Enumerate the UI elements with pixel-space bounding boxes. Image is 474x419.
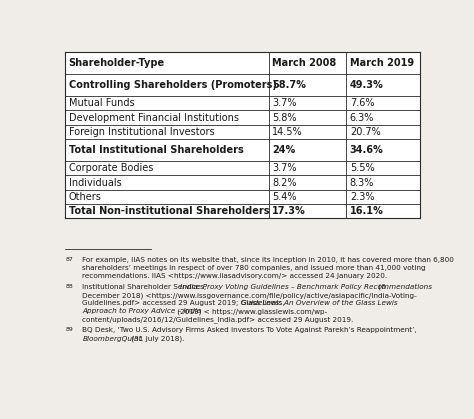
Text: 5.5%: 5.5% (350, 163, 374, 173)
Text: BloombergQuint: BloombergQuint (82, 336, 142, 341)
Text: content/uploads/2016/12/Guidelines_India.pdf> accessed 29 August 2019.: content/uploads/2016/12/Guidelines_India… (82, 316, 354, 323)
Text: India: Proxy Voting Guidelines – Benchmark Policy Recommendations: India: Proxy Voting Guidelines – Benchma… (181, 284, 432, 290)
Text: Total Institutional Shareholders: Total Institutional Shareholders (69, 145, 243, 155)
Text: Development Financial Institutions: Development Financial Institutions (69, 113, 238, 122)
Text: Approach to Proxy Advice – India: Approach to Proxy Advice – India (82, 308, 202, 314)
Text: 20.7%: 20.7% (350, 127, 381, 137)
Text: Guidelines: An Overview of the Glass Lewis: Guidelines: An Overview of the Glass Lew… (241, 300, 398, 306)
Text: 2.3%: 2.3% (350, 192, 374, 202)
Text: Institutional Shareholder Services,: Institutional Shareholder Services, (82, 284, 209, 290)
Text: December 2018) <https://www.issgovernance.com/file/policy/active/asiapacific/Ind: December 2018) <https://www.issgovernanc… (82, 292, 417, 299)
Text: 3.7%: 3.7% (273, 98, 297, 108)
Text: Foreign Institutional Investors: Foreign Institutional Investors (69, 127, 214, 137)
Text: 14.5%: 14.5% (273, 127, 303, 137)
Text: 49.3%: 49.3% (350, 80, 383, 90)
Text: 5.8%: 5.8% (273, 113, 297, 122)
Text: 88: 88 (65, 284, 73, 289)
Text: recommendations. IIAS <https://www.iiasadvisory.com/> accessed 24 January 2020.: recommendations. IIAS <https://www.iiasa… (82, 273, 388, 279)
Text: (2019) < https://www.glasslewis.com/wp-: (2019) < https://www.glasslewis.com/wp- (175, 308, 327, 315)
Text: 8.2%: 8.2% (273, 178, 297, 187)
Text: March 2008: March 2008 (273, 58, 337, 68)
Text: March 2019: March 2019 (350, 58, 414, 68)
Text: 58.7%: 58.7% (273, 80, 306, 90)
Text: 24%: 24% (273, 145, 296, 155)
Text: Total Non-institutional Shareholders: Total Non-institutional Shareholders (69, 206, 269, 216)
Text: 7.6%: 7.6% (350, 98, 374, 108)
Text: 87: 87 (65, 257, 73, 261)
Text: 34.6%: 34.6% (350, 145, 383, 155)
Text: (6: (6 (376, 284, 385, 290)
Text: 3.7%: 3.7% (273, 163, 297, 173)
Text: 8.3%: 8.3% (350, 178, 374, 187)
Text: 17.3%: 17.3% (273, 206, 306, 216)
Text: Individuals: Individuals (69, 178, 121, 187)
Text: (31 July 2018).: (31 July 2018). (128, 336, 184, 342)
Text: BQ Desk, ‘Two U.S. Advisory Firms Asked Investors To Vote Against Parekh’s Reapp: BQ Desk, ‘Two U.S. Advisory Firms Asked … (82, 328, 417, 334)
Text: Guidelines.pdf> accessed 29 August 2019; Glass Lewis,: Guidelines.pdf> accessed 29 August 2019;… (82, 300, 287, 306)
Text: Shareholder-Type: Shareholder-Type (69, 58, 164, 68)
Text: shareholders’ meetings in respect of over 780 companies, and issued more than 41: shareholders’ meetings in respect of ove… (82, 265, 426, 271)
Text: Others: Others (69, 192, 101, 202)
Text: Corporate Bodies: Corporate Bodies (69, 163, 153, 173)
Text: 16.1%: 16.1% (350, 206, 383, 216)
Text: 5.4%: 5.4% (273, 192, 297, 202)
Text: Mutual Funds: Mutual Funds (69, 98, 134, 108)
Text: 6.3%: 6.3% (350, 113, 374, 122)
Text: Controlling Shareholders (Promoters): Controlling Shareholders (Promoters) (69, 80, 276, 90)
Text: For example, IIAS notes on its website that, since its inception in 2010, it has: For example, IIAS notes on its website t… (82, 257, 455, 263)
Text: 89: 89 (65, 328, 73, 333)
